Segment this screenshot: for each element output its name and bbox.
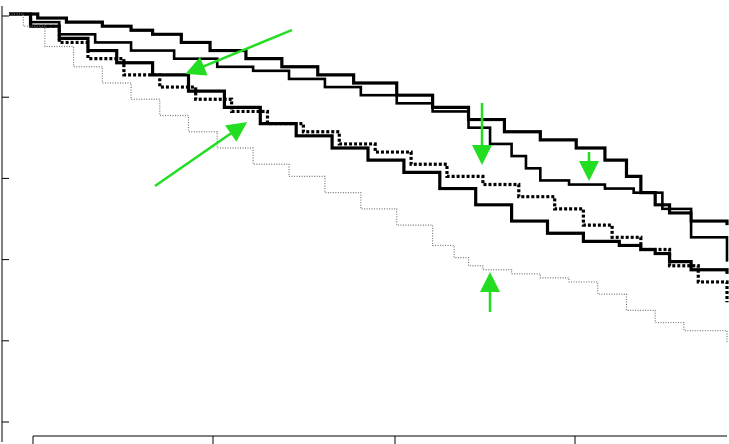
series-line-5 — [9, 13, 728, 343]
annotation-arrow-2 — [154, 122, 248, 188]
series-line-4 — [9, 12, 729, 303]
series-layer — [9, 12, 729, 343]
annotation-arrow-1 — [185, 28, 293, 76]
series-line-2 — [9, 12, 729, 262]
axes — [1, 6, 727, 444]
series-line-1 — [9, 12, 729, 226]
series-line-3 — [9, 12, 729, 274]
annotation-layer — [154, 28, 599, 312]
